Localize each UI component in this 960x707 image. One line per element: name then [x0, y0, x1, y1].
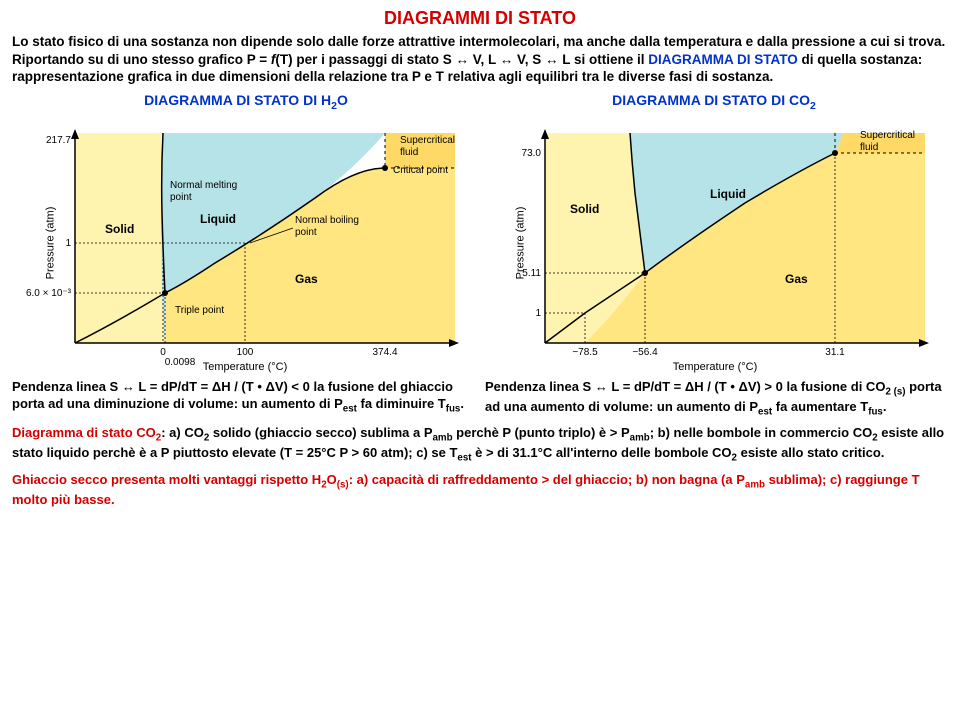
dl-b: fa diminuire T [357, 396, 446, 411]
p1a: Diagramma di stato CO [12, 425, 156, 440]
sub-l-end: O [337, 92, 348, 108]
intro-1: Lo stato fisico di una sostanza non dipe… [12, 34, 945, 49]
dl-s1: est [343, 403, 357, 414]
h2o-l-cp: Critical point [393, 165, 448, 176]
p2a: Ghiaccio secco presenta molti vantaggi r… [12, 472, 321, 487]
co2-xt3: 31.1 [825, 347, 845, 358]
h2o-l-sc: Supercritical [400, 135, 455, 146]
h2o-l-gas: Gas [295, 272, 318, 286]
co2-ylabel: Pressure (atm) [514, 207, 526, 280]
desc-right: Pendenza linea S ↔ L = dP/dT = ΔH / (T •… [485, 379, 948, 419]
h2o-xlabel: Temperature (°C) [203, 361, 287, 373]
dl-s2: fus [446, 403, 461, 414]
intro-blue: DIAGRAMMA DI STATO [648, 52, 798, 67]
para-co2: Diagramma di stato CO2: a) CO2 solido (g… [12, 425, 948, 466]
h2o-l-solid: Solid [105, 222, 134, 236]
h2o-l-nb1: Normal boiling [295, 215, 359, 226]
co2-yt1: 1 [535, 308, 541, 319]
chart-co2: 1 5.11 73.0 −78.5 −56.4 31.1 Solid Liqui… [482, 113, 948, 373]
h2o-svg: 6.0 × 10⁻³ 1 217.7 0 0.0098 100 374.4 So… [12, 113, 478, 373]
co2-l-sc: Supercritical [860, 130, 915, 141]
p1g: è > di 31.1°C all'interno delle bombole … [472, 445, 732, 460]
h2o-xt2: 0.0098 [165, 357, 196, 368]
p1e: ; b) nelle bombole in commercio CO [650, 425, 872, 440]
h2o-yt2: 1 [65, 238, 71, 249]
h2o-l-nm2: point [170, 192, 192, 203]
dr-s1: 2 (s) [885, 387, 905, 398]
intro-2c: (T) per i passaggi di stato S ↔ V, L ↔ V… [275, 52, 648, 67]
desc-left: Pendenza linea S ↔ L = dP/dT = ΔH / (T •… [12, 379, 475, 419]
p1s3: amb [433, 433, 453, 444]
sub-r: DIAGRAMMA DI STATO DI CO [612, 92, 810, 108]
subtitle-co2: DIAGRAMMA DI STATO DI CO2 [612, 92, 816, 112]
h2o-xt3: 100 [237, 347, 254, 358]
dr-s3: fus [868, 407, 883, 418]
co2-triple [642, 270, 648, 276]
h2o-l-sc2: fluid [400, 147, 418, 158]
intro-text: Lo stato fisico di una sostanza non dipe… [12, 33, 948, 86]
charts-row: 6.0 × 10⁻³ 1 217.7 0 0.0098 100 374.4 So… [12, 113, 948, 373]
h2o-ylabel: Pressure (atm) [44, 207, 56, 280]
para-ghiaccio: Ghiaccio secco presenta molti vantaggi r… [12, 472, 948, 509]
dr-c: fa aumentare T [772, 399, 868, 414]
p2b: O [327, 472, 337, 487]
p1s4: amb [630, 433, 650, 444]
h2o-l-nm1: Normal melting [170, 180, 237, 191]
h2o-yt1: 6.0 × 10⁻³ [26, 288, 72, 299]
p2s2: (s) [337, 479, 349, 490]
h2o-triple [162, 290, 168, 296]
co2-crit [832, 150, 838, 156]
h2o-l-tp: Triple point [175, 305, 224, 316]
subtitles-row: DIAGRAMMA DI STATO DI H2O DIAGRAMMA DI S… [12, 92, 948, 112]
dr-s2: est [758, 407, 772, 418]
p2s3: amb [745, 479, 765, 490]
co2-xt1: −78.5 [572, 347, 598, 358]
h2o-yt3: 217.7 [46, 135, 71, 146]
dr-d: . [883, 399, 887, 414]
h2o-xt4: 374.4 [372, 347, 397, 358]
dl-c: . [460, 396, 464, 411]
p1b: : a) CO [161, 425, 204, 440]
descs-row: Pendenza linea S ↔ L = dP/dT = ΔH / (T •… [12, 379, 948, 419]
chart-h2o: 6.0 × 10⁻³ 1 217.7 0 0.0098 100 374.4 So… [12, 113, 478, 373]
page-title: DIAGRAMMI DI STATO [12, 8, 948, 29]
p1s6: est [457, 453, 471, 464]
intro-2a: Riportando su di uno stesso grafico P = [12, 52, 271, 67]
co2-xt2: −56.4 [632, 347, 658, 358]
h2o-l-liquid: Liquid [200, 212, 236, 226]
co2-xlabel: Temperature (°C) [673, 361, 757, 373]
sub-r-sub: 2 [810, 99, 816, 111]
dr-a: Pendenza linea S ↔ L = dP/dT = ΔH / (T •… [485, 379, 885, 394]
p1c: solido (ghiaccio secco) sublima a P [209, 425, 432, 440]
subtitle-h2o: DIAGRAMMA DI STATO DI H2O [144, 92, 348, 112]
co2-yt3: 73.0 [522, 148, 542, 159]
co2-l-gas: Gas [785, 272, 808, 286]
co2-l-sc2: fluid [860, 142, 878, 153]
h2o-l-nb2: point [295, 227, 317, 238]
p1d: perchè P (punto triplo) è > P [453, 425, 630, 440]
p1h: esiste allo stato critico. [737, 445, 884, 460]
h2o-solid [75, 133, 165, 343]
sub-l: DIAGRAMMA DI STATO DI H [144, 92, 331, 108]
h2o-crit [382, 165, 388, 171]
co2-l-liquid: Liquid [710, 187, 746, 201]
p2c: : a) capacità di raffreddamento > del gh… [349, 472, 745, 487]
co2-l-solid: Solid [570, 202, 599, 216]
co2-svg: 1 5.11 73.0 −78.5 −56.4 31.1 Solid Liqui… [482, 113, 948, 373]
